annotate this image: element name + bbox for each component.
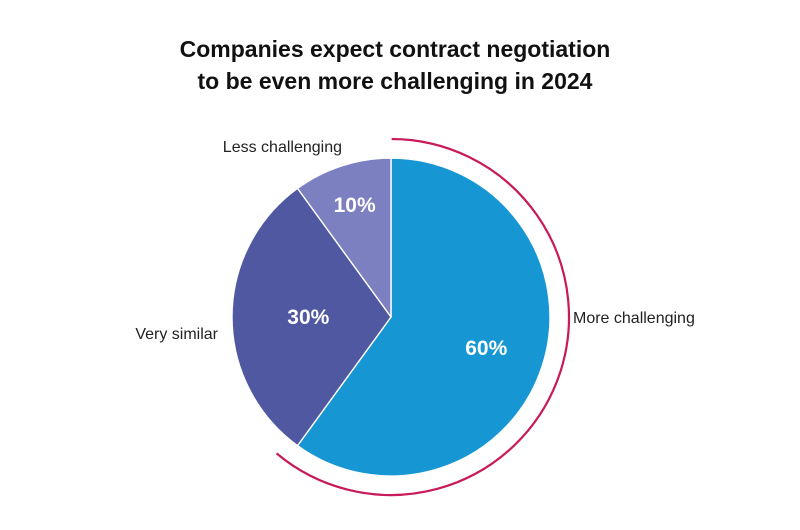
pie-slice-very-similar <box>231 187 392 447</box>
pie-slice-less-challenging <box>296 157 392 318</box>
pie-slices <box>231 157 551 477</box>
pie-slice-more-challenging <box>296 157 551 477</box>
chart-title-line-2: to be even more challenging in 2024 <box>198 68 593 94</box>
pie-labels: 60% More challenging 30% Very similar 10% Les… <box>135 139 695 360</box>
category-label-more-challenging: More challenging <box>573 310 695 327</box>
category-label-very-similar: Very similar <box>135 326 218 343</box>
value-label-less-challenging: 10% <box>334 194 376 217</box>
category-label-less-challenging: Less challenging <box>223 139 342 156</box>
highlight-arc <box>275 137 571 497</box>
chart-title-line-1: Companies expect contract negotiation <box>180 36 611 62</box>
value-label-more-challenging: 60% <box>465 337 507 360</box>
value-label-very-similar: 30% <box>287 306 329 329</box>
